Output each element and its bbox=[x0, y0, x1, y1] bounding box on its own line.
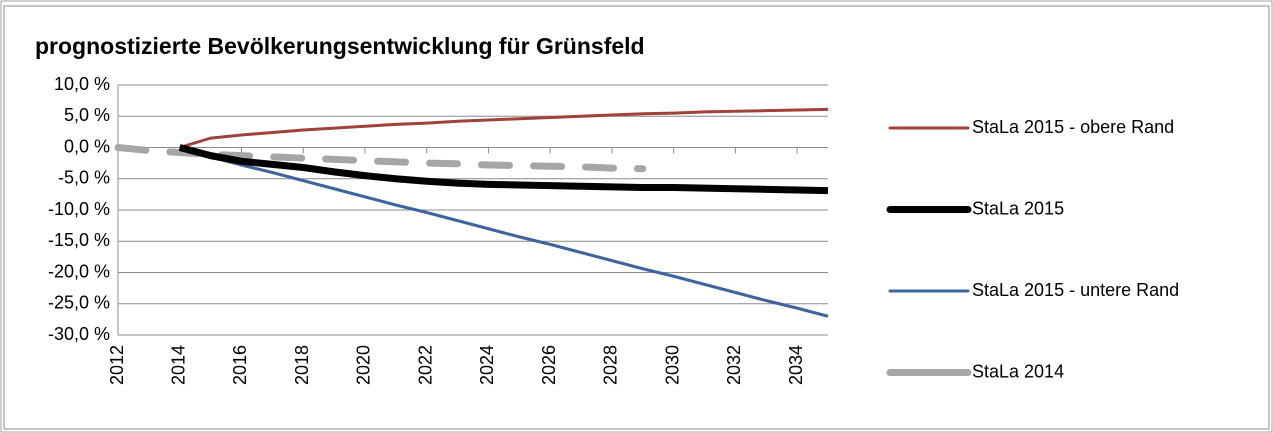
y-tick-label: -20,0 % bbox=[48, 261, 110, 281]
x-tick-label: 2024 bbox=[477, 345, 497, 385]
y-tick-label: -15,0 % bbox=[48, 230, 110, 250]
y-tick-label: 10,0 % bbox=[54, 74, 110, 94]
x-tick-label: 2022 bbox=[415, 345, 435, 385]
chart-border bbox=[3, 5, 1270, 430]
series-line bbox=[179, 146, 829, 318]
chart-title: prognostizierte Bevölkerungsentwicklung … bbox=[35, 33, 645, 59]
legend-label: StaLa 2014 bbox=[972, 361, 1064, 381]
x-tick-label: 2020 bbox=[354, 345, 374, 385]
y-tick-label: -5,0 % bbox=[58, 168, 110, 188]
y-tick-label: -30,0 % bbox=[48, 324, 110, 344]
y-tick-label: 5,0 % bbox=[64, 105, 110, 125]
x-tick-label: 2016 bbox=[230, 345, 250, 385]
x-tick-label: 2012 bbox=[107, 345, 127, 385]
x-tick-label: 2034 bbox=[786, 345, 806, 385]
y-tick-label: -25,0 % bbox=[48, 293, 110, 313]
legend-label: StaLa 2015 bbox=[972, 198, 1064, 218]
x-tick-label: 2030 bbox=[662, 345, 682, 385]
series-line bbox=[114, 144, 647, 173]
x-tick-label: 2026 bbox=[539, 345, 559, 385]
series-line bbox=[178, 144, 829, 195]
y-tick-label: -10,0 % bbox=[48, 199, 110, 219]
legend-label: StaLa 2015 - obere Rand bbox=[972, 117, 1174, 137]
legend-label: StaLa 2015 - untere Rand bbox=[972, 280, 1179, 300]
series-line bbox=[179, 107, 829, 149]
y-tick-label: 0,0 % bbox=[64, 136, 110, 156]
x-tick-label: 2028 bbox=[601, 345, 621, 385]
x-tick-label: 2014 bbox=[168, 345, 188, 385]
x-tick-label: 2032 bbox=[724, 345, 744, 385]
x-tick-label: 2018 bbox=[292, 345, 312, 385]
